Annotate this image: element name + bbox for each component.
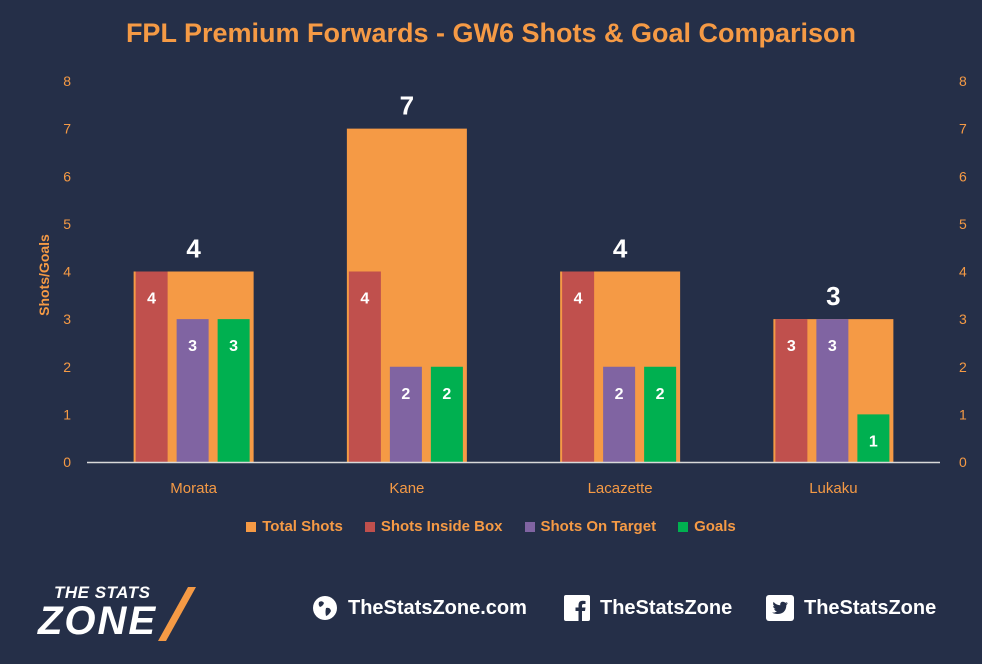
- x-tick-label: Lukaku: [809, 480, 857, 497]
- data-label-total-shots: 4: [186, 234, 201, 264]
- legend-item-shots-inside-box: Shots Inside Box: [364, 518, 503, 535]
- y-tick-label-right: 1: [959, 406, 967, 422]
- y-tick-label-left: 5: [63, 216, 71, 232]
- legend-label: Total Shots: [262, 518, 343, 535]
- legend-label: Shots On Target: [540, 518, 657, 535]
- legend-item-total-shots: Total Shots: [246, 518, 343, 535]
- data-label-shots-inside-box: 4: [574, 291, 583, 308]
- bar-shots-inside-box: [775, 319, 808, 462]
- logo-top-text: THE STATS: [54, 583, 151, 602]
- x-tick-label: Lacazette: [588, 480, 653, 497]
- x-tick-label: Kane: [389, 480, 424, 497]
- y-tick-label-right: 0: [959, 454, 967, 470]
- twitter-link[interactable]: TheStatsZone: [766, 595, 936, 621]
- data-label-goals: 2: [656, 386, 665, 403]
- data-label-total-shots: 3: [826, 281, 840, 311]
- bar-goals: [217, 319, 250, 462]
- y-tick-label-left: 3: [63, 311, 71, 327]
- logo-bottom-text: ZONE: [38, 599, 158, 643]
- legend-swatch: [364, 521, 375, 532]
- bar-shots-inside-box: [348, 271, 381, 462]
- facebook-text: TheStatsZone: [600, 596, 733, 619]
- facebook-icon: [564, 595, 590, 621]
- y-tick-label-left: 8: [63, 73, 71, 89]
- data-label-total-shots: 7: [400, 91, 414, 121]
- bar-goals: [644, 366, 677, 462]
- bar-shots-on-target: [389, 366, 422, 462]
- bar-shots-on-target: [176, 319, 209, 462]
- footer: THE STATS ZONE TheStatsZone.com TheStats…: [0, 575, 982, 655]
- data-label-shots-inside-box: 4: [147, 291, 156, 308]
- data-label-shots-on-target: 2: [615, 386, 624, 403]
- data-label-goals: 1: [869, 433, 878, 450]
- legend-swatch: [524, 521, 535, 532]
- data-label-goals: 2: [442, 386, 451, 403]
- y-tick-label-right: 5: [959, 216, 967, 232]
- y-tick-label-left: 2: [63, 359, 71, 375]
- globe-icon: [313, 596, 337, 620]
- legend-label: Goals: [694, 518, 736, 535]
- the-stats-zone-logo: THE STATS ZONE: [38, 579, 213, 649]
- chart-title: FPL Premium Forwards - GW6 Shots & Goal …: [125, 18, 857, 48]
- legend: Total Shots Shots Inside Box Shots On Ta…: [0, 518, 982, 535]
- y-tick-label-right: 6: [959, 168, 967, 184]
- logo-swoosh-icon: [158, 587, 196, 641]
- facebook-link[interactable]: TheStatsZone: [564, 595, 732, 621]
- y-tick-label-right: 7: [959, 121, 967, 137]
- legend-label: Shots Inside Box: [380, 518, 503, 535]
- bar-shots-inside-box: [135, 271, 168, 462]
- bar-goals: [430, 366, 463, 462]
- x-tick-label: Morata: [170, 480, 217, 497]
- data-label-shots-on-target: 2: [401, 386, 410, 403]
- website-link[interactable]: TheStatsZone.com: [312, 595, 527, 621]
- y-tick-label-right: 2: [959, 359, 967, 375]
- data-label-shots-inside-box: 4: [360, 291, 369, 308]
- bar-shots-inside-box: [562, 271, 595, 462]
- y-tick-label-left: 6: [63, 168, 71, 184]
- bar-chart: 0 0 1 1 2 2 3 3 4 4 5 5 6 6 7 7 8 8 4 4 3 3 Morata 7 4 2 2 Kane 4 4 2 2…: [63, 73, 967, 497]
- twitter-text: TheStatsZone: [804, 596, 937, 619]
- legend-swatch: [678, 521, 689, 532]
- data-label-shots-on-target: 3: [828, 338, 837, 355]
- website-text: TheStatsZone.com: [348, 596, 527, 619]
- data-label-goals: 3: [229, 338, 238, 355]
- y-tick-label-right: 3: [959, 311, 967, 327]
- y-tick-label-right: 4: [959, 264, 967, 280]
- y-tick-label-left: 4: [63, 264, 71, 280]
- y-tick-label-left: 0: [63, 454, 71, 470]
- bar-shots-on-target: [603, 366, 636, 462]
- y-tick-label-left: 7: [63, 121, 71, 137]
- legend-swatch: [246, 521, 257, 532]
- y-tick-label-right: 8: [959, 73, 967, 89]
- bar-goals: [857, 414, 890, 462]
- legend-item-shots-on-target: Shots On Target: [524, 518, 657, 535]
- data-label-total-shots: 4: [613, 234, 628, 264]
- legend-item-goals: Goals: [678, 518, 736, 535]
- data-label-shots-on-target: 3: [188, 338, 197, 355]
- bar-shots-on-target: [816, 319, 849, 462]
- data-label-shots-inside-box: 3: [787, 338, 796, 355]
- twitter-icon: [766, 595, 794, 621]
- y-tick-label-left: 1: [63, 406, 71, 422]
